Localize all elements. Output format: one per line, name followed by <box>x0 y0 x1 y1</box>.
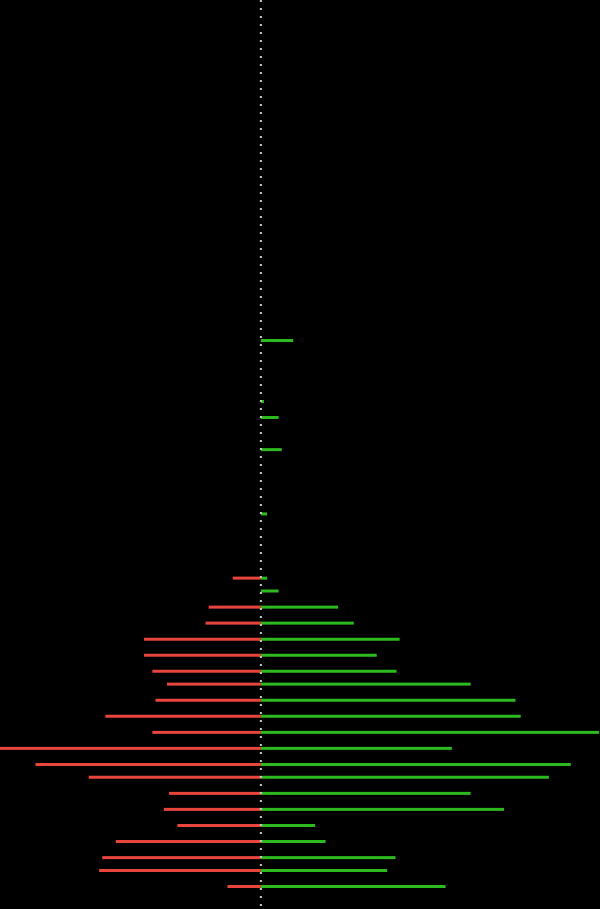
bars-layer <box>0 338 599 889</box>
